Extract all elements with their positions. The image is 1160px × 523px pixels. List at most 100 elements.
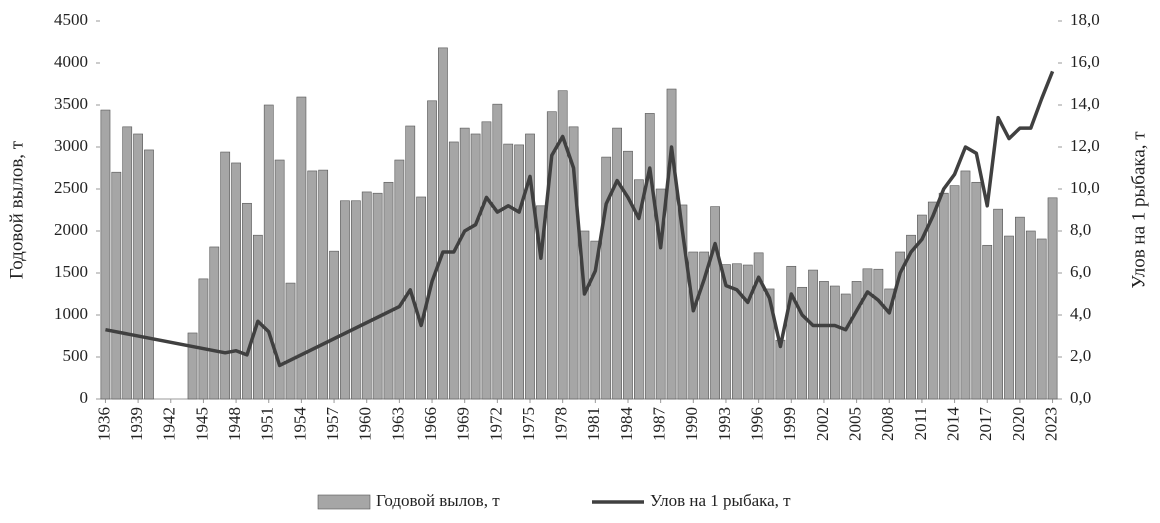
y-tick-label: 3000	[54, 136, 88, 155]
bar	[873, 268, 884, 400]
bar	[731, 263, 742, 400]
bar	[786, 265, 797, 400]
y2-tick-label: 14,0	[1070, 94, 1100, 113]
x-tick-label: 1936	[94, 407, 113, 441]
y2-tick-label: 18,0	[1070, 10, 1100, 29]
bar	[808, 269, 818, 400]
x-tick-label: 1999	[780, 407, 799, 441]
x-tick-label: 2002	[813, 407, 832, 441]
bar	[1015, 216, 1025, 400]
bar	[252, 234, 263, 400]
line	[105, 70, 1055, 368]
y2-tick-label: 2,0	[1070, 346, 1091, 365]
y-tick-label: 500	[63, 346, 89, 365]
bar	[144, 149, 154, 400]
bar	[133, 133, 143, 400]
bar	[394, 159, 405, 400]
bar	[623, 150, 633, 400]
bar	[187, 332, 198, 400]
bar	[536, 205, 546, 400]
bar	[829, 285, 840, 400]
bar	[557, 90, 568, 400]
y2-tick-label: 12,0	[1070, 136, 1100, 155]
y-tick-label: 2000	[54, 220, 88, 239]
x-tick-label: 1945	[192, 407, 211, 441]
bar	[742, 264, 753, 400]
y2-tick-label: 0,0	[1070, 388, 1091, 407]
bar	[884, 288, 895, 400]
bar	[851, 281, 862, 400]
y2-tick-label: 10,0	[1070, 178, 1100, 197]
y2-tick-label: 6,0	[1070, 262, 1091, 281]
bar	[819, 281, 829, 400]
bar	[470, 133, 481, 400]
y-tick-label: 4000	[54, 52, 88, 71]
x-tick-label: 2014	[943, 407, 962, 442]
x-tick-label: 1960	[356, 407, 375, 441]
bar	[405, 125, 416, 400]
bar	[753, 252, 764, 400]
bar	[122, 126, 133, 400]
bar	[340, 200, 350, 400]
x-tick-label: 1951	[258, 407, 277, 441]
x-tick-label: 1942	[160, 407, 179, 441]
y-tick-label: 2500	[54, 178, 88, 197]
bar	[1004, 235, 1014, 400]
x-tick-label: 1954	[290, 407, 309, 442]
bar	[938, 192, 949, 400]
bar	[710, 206, 720, 400]
bar	[242, 202, 252, 400]
legend-label: Годовой вылов, т	[376, 491, 500, 510]
bar	[666, 88, 677, 400]
x-tick-label: 1987	[650, 407, 669, 442]
x-tick-label: 1975	[519, 407, 538, 441]
bar	[274, 159, 285, 400]
bar	[481, 121, 492, 400]
bar	[612, 127, 622, 400]
bar	[906, 234, 916, 400]
x-tick-label: 1978	[552, 407, 571, 441]
bar	[492, 103, 503, 400]
bar	[764, 288, 775, 400]
bar	[677, 204, 688, 400]
bar	[655, 188, 666, 400]
x-tick-label: 1969	[454, 407, 473, 441]
y-tick-label: 3500	[54, 94, 88, 113]
bar	[949, 185, 960, 400]
y2-tick-label: 16,0	[1070, 52, 1100, 71]
x-tick-label: 2005	[846, 407, 865, 441]
bar	[699, 251, 710, 400]
bar	[644, 113, 655, 400]
y-tick-label: 4500	[54, 10, 88, 29]
bar	[100, 109, 111, 400]
x-tick-label: 2008	[878, 407, 897, 441]
x-tick-label: 1963	[388, 407, 407, 441]
bar	[427, 100, 437, 400]
bar	[383, 181, 394, 400]
bar	[601, 156, 612, 400]
y2-tick-label: 4,0	[1070, 304, 1091, 323]
bar	[459, 127, 470, 400]
x-tick-label: 2020	[1009, 407, 1028, 441]
bar	[917, 214, 927, 400]
bar	[220, 151, 231, 400]
y-tick-label: 1000	[54, 304, 88, 323]
bar	[960, 170, 971, 400]
bar	[797, 286, 808, 400]
bar	[927, 201, 938, 400]
bar	[1036, 238, 1047, 400]
bar	[568, 126, 579, 400]
bar	[285, 282, 296, 400]
bar	[546, 111, 557, 400]
bar	[982, 244, 993, 400]
y-tick-label: 0	[80, 388, 89, 407]
y2-axis-title: Улов на 1 рыбака, т	[1128, 131, 1149, 289]
legend-label: Улов на 1 рыбака, т	[650, 491, 791, 510]
x-tick-label: 2023	[1041, 407, 1060, 441]
x-tick-label: 1996	[748, 407, 767, 441]
bar	[307, 170, 318, 400]
bar	[1047, 197, 1058, 400]
bar	[525, 133, 535, 400]
x-tick-label: 1939	[127, 407, 146, 441]
